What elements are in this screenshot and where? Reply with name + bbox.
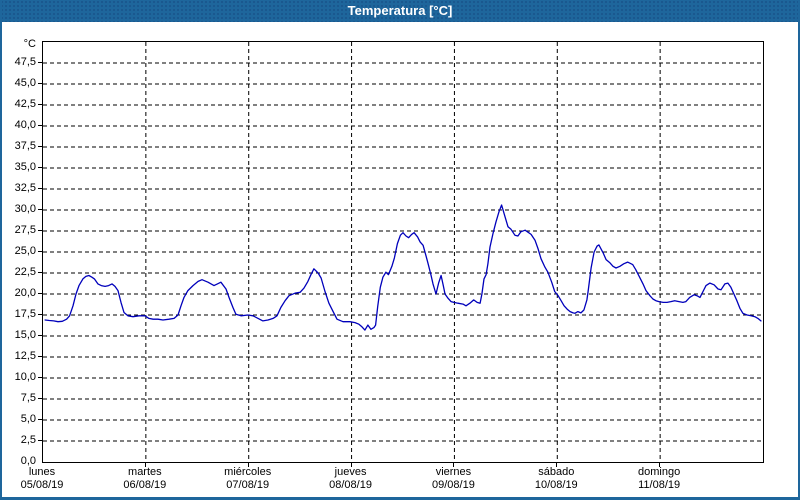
y-tick-mark	[38, 167, 42, 168]
y-tick-mark	[38, 419, 42, 420]
x-tick-mark	[247, 462, 249, 467]
y-tick-mark	[38, 209, 42, 210]
y-tick-mark	[38, 104, 42, 105]
y-tick-mark	[38, 62, 42, 63]
y-tick-mark	[38, 251, 42, 252]
y-tick-mark	[38, 125, 42, 126]
y-tick-label: 20,0	[14, 287, 36, 299]
y-tick-mark	[38, 356, 42, 357]
y-tick-mark	[38, 377, 42, 378]
y-tick-mark	[38, 230, 42, 231]
y-tick-label: 40,0	[14, 119, 36, 131]
x-day-label: sábado 10/08/19	[506, 466, 606, 492]
y-tick-label: 5,0	[20, 413, 36, 425]
title-bar: Temperatura [°C]	[2, 0, 798, 22]
x-day-label: martes 06/08/19	[95, 466, 195, 492]
x-day-label: jueves 08/08/19	[301, 466, 401, 492]
temperature-series-line	[44, 204, 762, 331]
plot-area	[42, 41, 764, 463]
x-day-name: sábado	[538, 466, 575, 478]
x-day-label: miércoles 07/08/19	[198, 466, 298, 492]
y-tick-label: 22,5	[14, 266, 36, 278]
x-day-name: lunes	[28, 466, 56, 478]
x-tick-mark	[453, 462, 455, 467]
y-tick-label: 0,0	[20, 455, 36, 467]
x-day-name: jueves	[334, 466, 367, 478]
y-tick-mark	[38, 398, 42, 399]
y-tick-label: 2,5	[20, 434, 36, 446]
y-axis-unit-label: °C	[23, 38, 36, 50]
x-tick-mark	[144, 462, 146, 467]
x-tick-mark	[350, 462, 352, 467]
y-tick-label: 32,5	[14, 182, 36, 194]
y-tick-mark	[38, 314, 42, 315]
y-tick-label: 30,0	[14, 203, 36, 215]
y-tick-label: 27,5	[14, 224, 36, 236]
x-day-name: martes	[128, 466, 162, 478]
x-day-name: viernes	[435, 466, 472, 478]
y-tick-label: 17,5	[14, 308, 36, 320]
temperature-line-chart	[43, 42, 763, 462]
x-day-date: 05/08/19	[20, 479, 64, 491]
y-tick-mark	[38, 83, 42, 84]
y-tick-label: 37,5	[14, 140, 36, 152]
y-tick-mark	[38, 440, 42, 441]
y-tick-label: 25,0	[14, 245, 36, 257]
y-tick-label: 12,5	[14, 350, 36, 362]
y-tick-label: 42,5	[14, 98, 36, 110]
y-tick-label: 7,5	[20, 392, 36, 404]
x-day-label: lunes 05/08/19	[2, 466, 92, 492]
x-day-label: viernes 09/08/19	[403, 466, 503, 492]
x-day-date: 06/08/19	[123, 479, 167, 491]
y-tick-mark	[38, 188, 42, 189]
window-title: Temperatura [°C]	[347, 3, 453, 18]
y-tick-label: 15,0	[14, 329, 36, 341]
y-tick-label: 45,0	[14, 77, 36, 89]
y-tick-mark	[38, 146, 42, 147]
x-day-date: 09/08/19	[432, 479, 475, 491]
y-tick-mark	[38, 335, 42, 336]
x-tick-mark	[556, 462, 558, 467]
x-day-label: domingo 11/08/19	[609, 466, 709, 492]
x-day-name: miércoles	[224, 466, 272, 478]
x-day-name: domingo	[638, 466, 681, 478]
y-tick-label: 35,0	[14, 161, 36, 173]
x-day-date: 08/08/19	[329, 479, 372, 491]
y-tick-mark	[38, 293, 42, 294]
x-day-date: 10/08/19	[534, 479, 578, 491]
x-day-date: 07/08/19	[226, 479, 270, 491]
y-tick-label: 47,5	[14, 56, 36, 68]
x-tick-mark	[659, 462, 661, 467]
x-day-date: 11/08/19	[638, 479, 681, 491]
y-tick-mark	[38, 272, 42, 273]
y-tick-label: 10,0	[14, 371, 36, 383]
